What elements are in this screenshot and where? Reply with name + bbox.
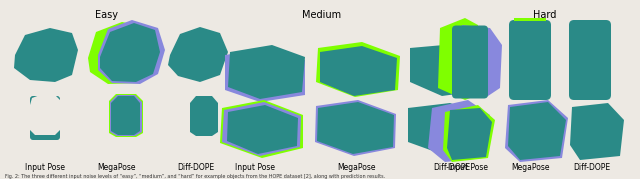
Polygon shape — [516, 18, 544, 30]
Polygon shape — [14, 28, 78, 82]
Polygon shape — [30, 95, 60, 135]
Polygon shape — [110, 95, 142, 136]
Polygon shape — [320, 46, 397, 96]
Text: MegaPose: MegaPose — [98, 163, 136, 172]
Polygon shape — [443, 105, 495, 162]
FancyBboxPatch shape — [569, 20, 611, 100]
FancyBboxPatch shape — [30, 96, 60, 140]
Polygon shape — [317, 102, 394, 154]
Text: Easy: Easy — [95, 10, 118, 20]
FancyBboxPatch shape — [509, 20, 551, 100]
Polygon shape — [428, 100, 490, 162]
Text: Input Pose: Input Pose — [448, 163, 488, 172]
FancyBboxPatch shape — [452, 25, 488, 98]
Polygon shape — [227, 105, 298, 154]
Polygon shape — [408, 103, 486, 155]
Polygon shape — [438, 18, 478, 100]
Polygon shape — [462, 25, 502, 98]
Polygon shape — [570, 103, 624, 160]
Polygon shape — [111, 96, 140, 135]
Text: Diff-DOPE: Diff-DOPE — [433, 163, 470, 172]
Text: Diff-DOPE: Diff-DOPE — [177, 163, 214, 172]
Polygon shape — [220, 100, 303, 158]
Polygon shape — [315, 100, 396, 156]
Polygon shape — [190, 96, 218, 136]
Text: Input Pose: Input Pose — [235, 163, 275, 172]
Polygon shape — [316, 42, 400, 97]
Polygon shape — [98, 20, 165, 84]
Polygon shape — [447, 108, 492, 160]
Polygon shape — [508, 102, 566, 160]
Polygon shape — [100, 23, 160, 82]
FancyBboxPatch shape — [510, 21, 550, 99]
Text: MegaPose: MegaPose — [338, 163, 376, 172]
Text: Diff-DOPE: Diff-DOPE — [573, 163, 611, 172]
Polygon shape — [30, 96, 58, 136]
Text: Hard: Hard — [533, 10, 557, 20]
Polygon shape — [225, 48, 305, 102]
Polygon shape — [410, 44, 488, 96]
Polygon shape — [514, 18, 546, 36]
Polygon shape — [228, 45, 305, 99]
Text: Fig. 2: The three different input noise levels of “easy”, “medium”, and “hard” f: Fig. 2: The three different input noise … — [5, 174, 385, 179]
Polygon shape — [109, 94, 143, 137]
Text: MegaPose: MegaPose — [511, 163, 549, 172]
Polygon shape — [222, 102, 301, 156]
Polygon shape — [112, 96, 140, 136]
Polygon shape — [505, 100, 568, 162]
Text: Medium: Medium — [303, 10, 342, 20]
Text: Input Pose: Input Pose — [25, 163, 65, 172]
Polygon shape — [168, 27, 228, 82]
Polygon shape — [88, 22, 160, 84]
